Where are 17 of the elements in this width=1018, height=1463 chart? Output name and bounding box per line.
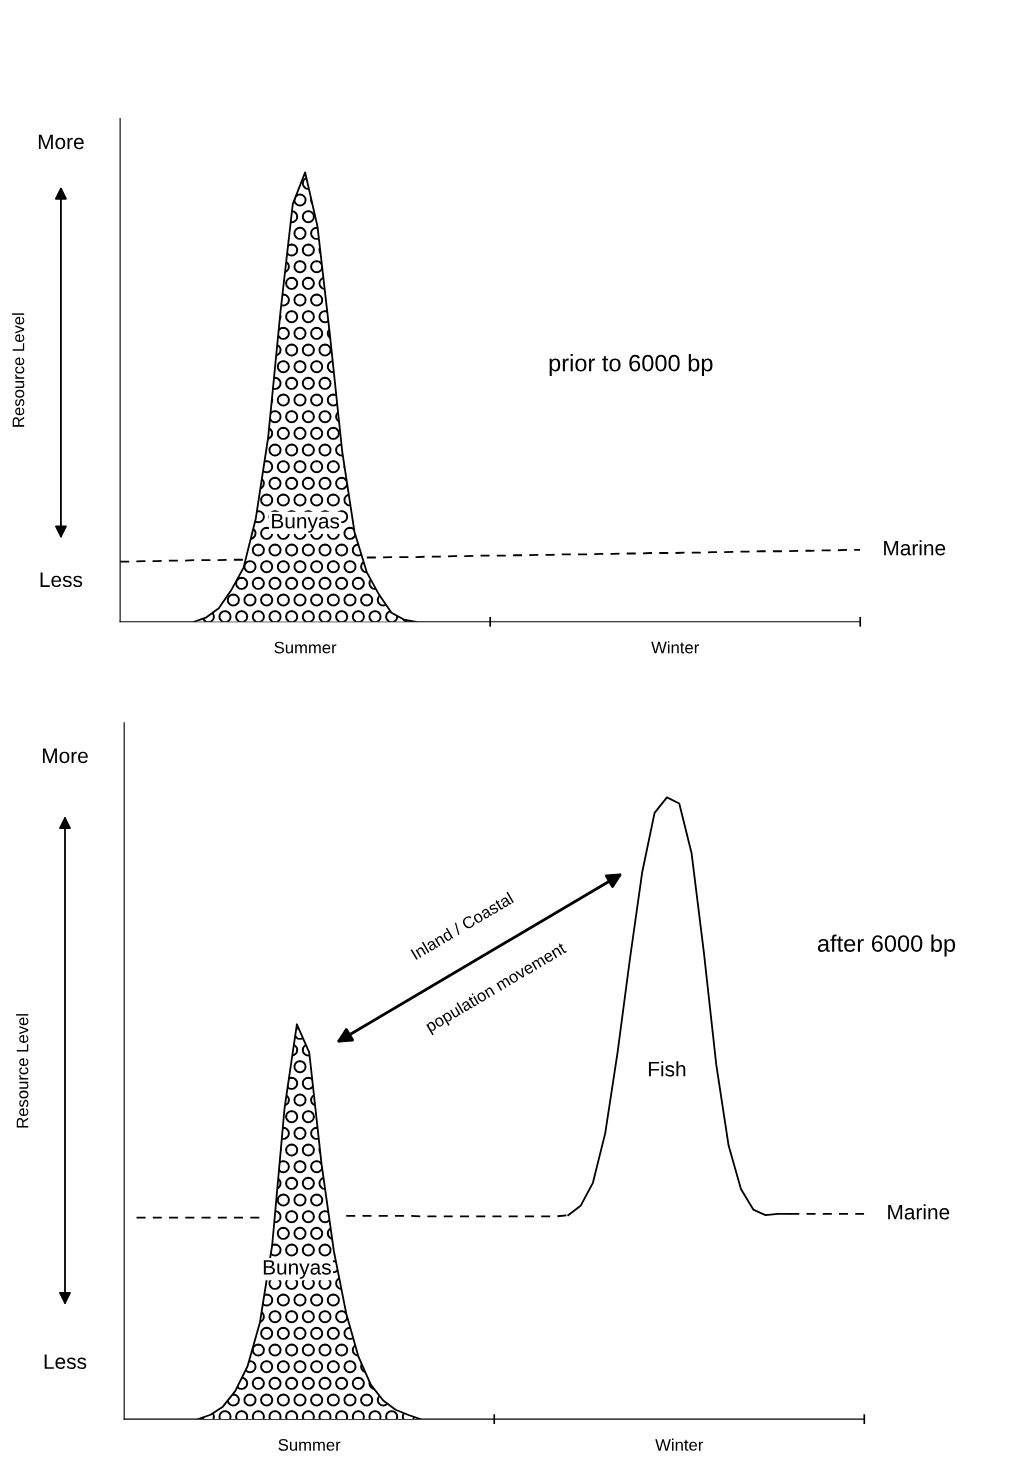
y-axis-title: Resource Level [16, 1014, 29, 1128]
text: Less [44, 1354, 87, 1369]
series-label: Bunyas [263, 1260, 331, 1279]
text: More [38, 134, 84, 150]
text: Less [40, 572, 83, 588]
x-tick-label: Winter [651, 641, 699, 654]
y-axis-title: Resource Level [12, 313, 25, 427]
x-tick-label: Summer [274, 641, 337, 654]
text: after 6000 bp [817, 934, 956, 957]
series-label: Marine [884, 540, 946, 556]
x-tick-label: Summer [278, 1438, 341, 1451]
text: prior to 6000 bp [549, 354, 713, 377]
series-label: Fish [648, 1061, 686, 1077]
series-label: Marine [888, 1204, 950, 1220]
text: More [42, 748, 88, 764]
series-label: Bunyas [272, 513, 340, 533]
x-tick-label: Winter [655, 1438, 704, 1451]
